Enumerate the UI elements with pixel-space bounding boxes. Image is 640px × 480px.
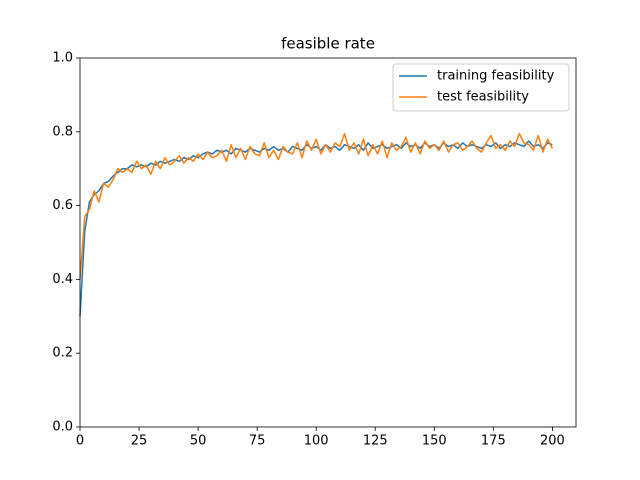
y-tick-label: 0.2 [52,346,73,361]
y-tick-label: 0.4 [52,272,73,287]
line-series [79,132,554,280]
x-tick-label: 150 [422,434,447,449]
x-tick-label: 75 [249,434,266,449]
x-tick-label: 100 [304,434,329,449]
chart-title: feasible rate [281,35,375,53]
y-tick-label: 1.0 [52,51,73,66]
x-tick-label: 125 [363,434,388,449]
x-tick-label: 0 [76,434,84,449]
y-tick-label: 0.6 [52,198,73,213]
line-series [79,140,553,317]
x-tick-label: 200 [540,434,565,449]
x-tick-label: 25 [131,434,148,449]
legend-label: test feasibility [437,90,529,105]
x-tick-label: 50 [190,434,207,449]
axes-frame [79,57,577,428]
y-tick-label: 0.8 [52,124,73,139]
y-tick-label: 0.0 [52,420,73,435]
legend-box [392,63,570,112]
x-tick-label: 175 [481,434,506,449]
legend-label: training feasibility [437,69,555,84]
